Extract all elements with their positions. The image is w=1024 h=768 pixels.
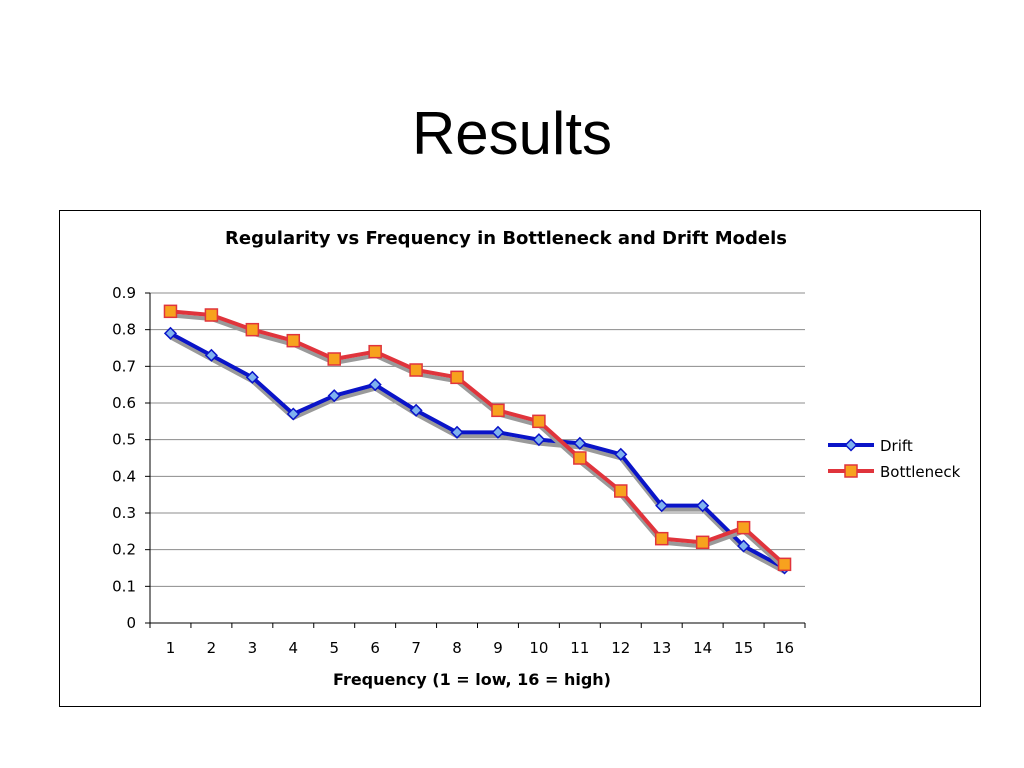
slide-title: Results: [411, 100, 613, 167]
series-drift-point: [327, 389, 341, 403]
series-bottleneck-line: [170, 309, 786, 566]
series-bottleneck-point: [573, 451, 587, 465]
series-bottleneck-point: [777, 557, 792, 572]
series-drift-point: [696, 499, 710, 513]
series-bottleneck-shadow: [170, 313, 786, 570]
series-drift-point: [204, 348, 218, 362]
x-tick-label: 9: [493, 639, 503, 657]
series-bottleneck-point: [286, 333, 301, 348]
series-drift-line: [169, 331, 786, 570]
x-tick-label: 14: [693, 639, 712, 657]
y-tick-label: 0.2: [112, 541, 136, 559]
series-bottleneck-point: [532, 414, 546, 429]
series-bottleneck-point: [654, 531, 669, 546]
x-tick-label: 7: [411, 639, 421, 657]
chart-frame: Regularity vs Frequency in Bottleneck an…: [59, 210, 981, 707]
series-bottleneck-point: [491, 403, 505, 418]
x-tick-label: 11: [570, 639, 589, 657]
x-tick-label: 12: [611, 639, 630, 657]
y-tick-label: 0.3: [112, 504, 136, 522]
series-drift-point: [163, 326, 178, 340]
x-tick-label: 13: [652, 639, 671, 657]
x-tick-label: 10: [529, 639, 548, 657]
series-drift-point: [737, 539, 751, 553]
line-chart: Regularity vs Frequency in Bottleneck an…: [112, 228, 961, 689]
series-drift-point: [286, 407, 300, 421]
x-tick-label: 6: [370, 639, 380, 657]
x-tick-label: 8: [452, 639, 462, 657]
series-bottleneck-point: [204, 308, 219, 322]
x-tick-label: 3: [248, 639, 258, 657]
series-bottleneck-point: [368, 344, 382, 359]
series-bottleneck-point: [245, 322, 260, 337]
series-drift-point: [409, 403, 423, 417]
series-bottleneck-point: [695, 535, 710, 550]
x-axis-label: Frequency (1 = low, 16 = high): [333, 670, 611, 689]
series-drift-point: [532, 433, 546, 447]
series-bottleneck-point: [163, 304, 178, 319]
x-tick-label: 16: [775, 639, 794, 657]
x-tick-label: 1: [166, 639, 176, 657]
series-drift-point: [491, 425, 505, 439]
series-drift-point: [655, 499, 669, 513]
x-tick-label: 4: [289, 639, 299, 657]
series-drift-point: [450, 425, 464, 439]
x-tick-label: 15: [734, 639, 753, 657]
y-tick-label: 0.5: [112, 431, 136, 449]
y-tick-label: 0.7: [112, 357, 136, 375]
series-drift-point: [614, 447, 628, 461]
legend-drift-label: Drift: [880, 437, 913, 455]
series-drift-point: [368, 378, 382, 392]
y-tick-label: 0.6: [112, 394, 136, 412]
legend-bottleneck-marker: [844, 464, 858, 478]
y-tick-label: 0: [126, 614, 136, 632]
series-drift-point: [245, 370, 259, 384]
x-tick-label: 2: [207, 639, 217, 657]
series-bottleneck-point: [450, 370, 464, 385]
series-bottleneck-point: [409, 363, 423, 377]
y-tick-label: 0.1: [112, 577, 136, 595]
y-tick-label: 0.4: [112, 467, 136, 485]
legend-bottleneck-label: Bottleneck: [880, 463, 961, 481]
y-tick-label: 0.9: [112, 284, 136, 302]
chart-title: Regularity vs Frequency in Bottleneck an…: [225, 228, 787, 249]
series-bottleneck-point: [736, 520, 751, 535]
series-drift-shadow: [169, 335, 786, 574]
y-tick-label: 0.8: [112, 321, 136, 339]
legend-drift-marker: [844, 438, 858, 452]
series-drift-point: [573, 436, 587, 450]
series-bottleneck-point: [327, 352, 341, 366]
x-tick-label: 5: [329, 639, 339, 657]
series-bottleneck-point: [614, 484, 628, 498]
